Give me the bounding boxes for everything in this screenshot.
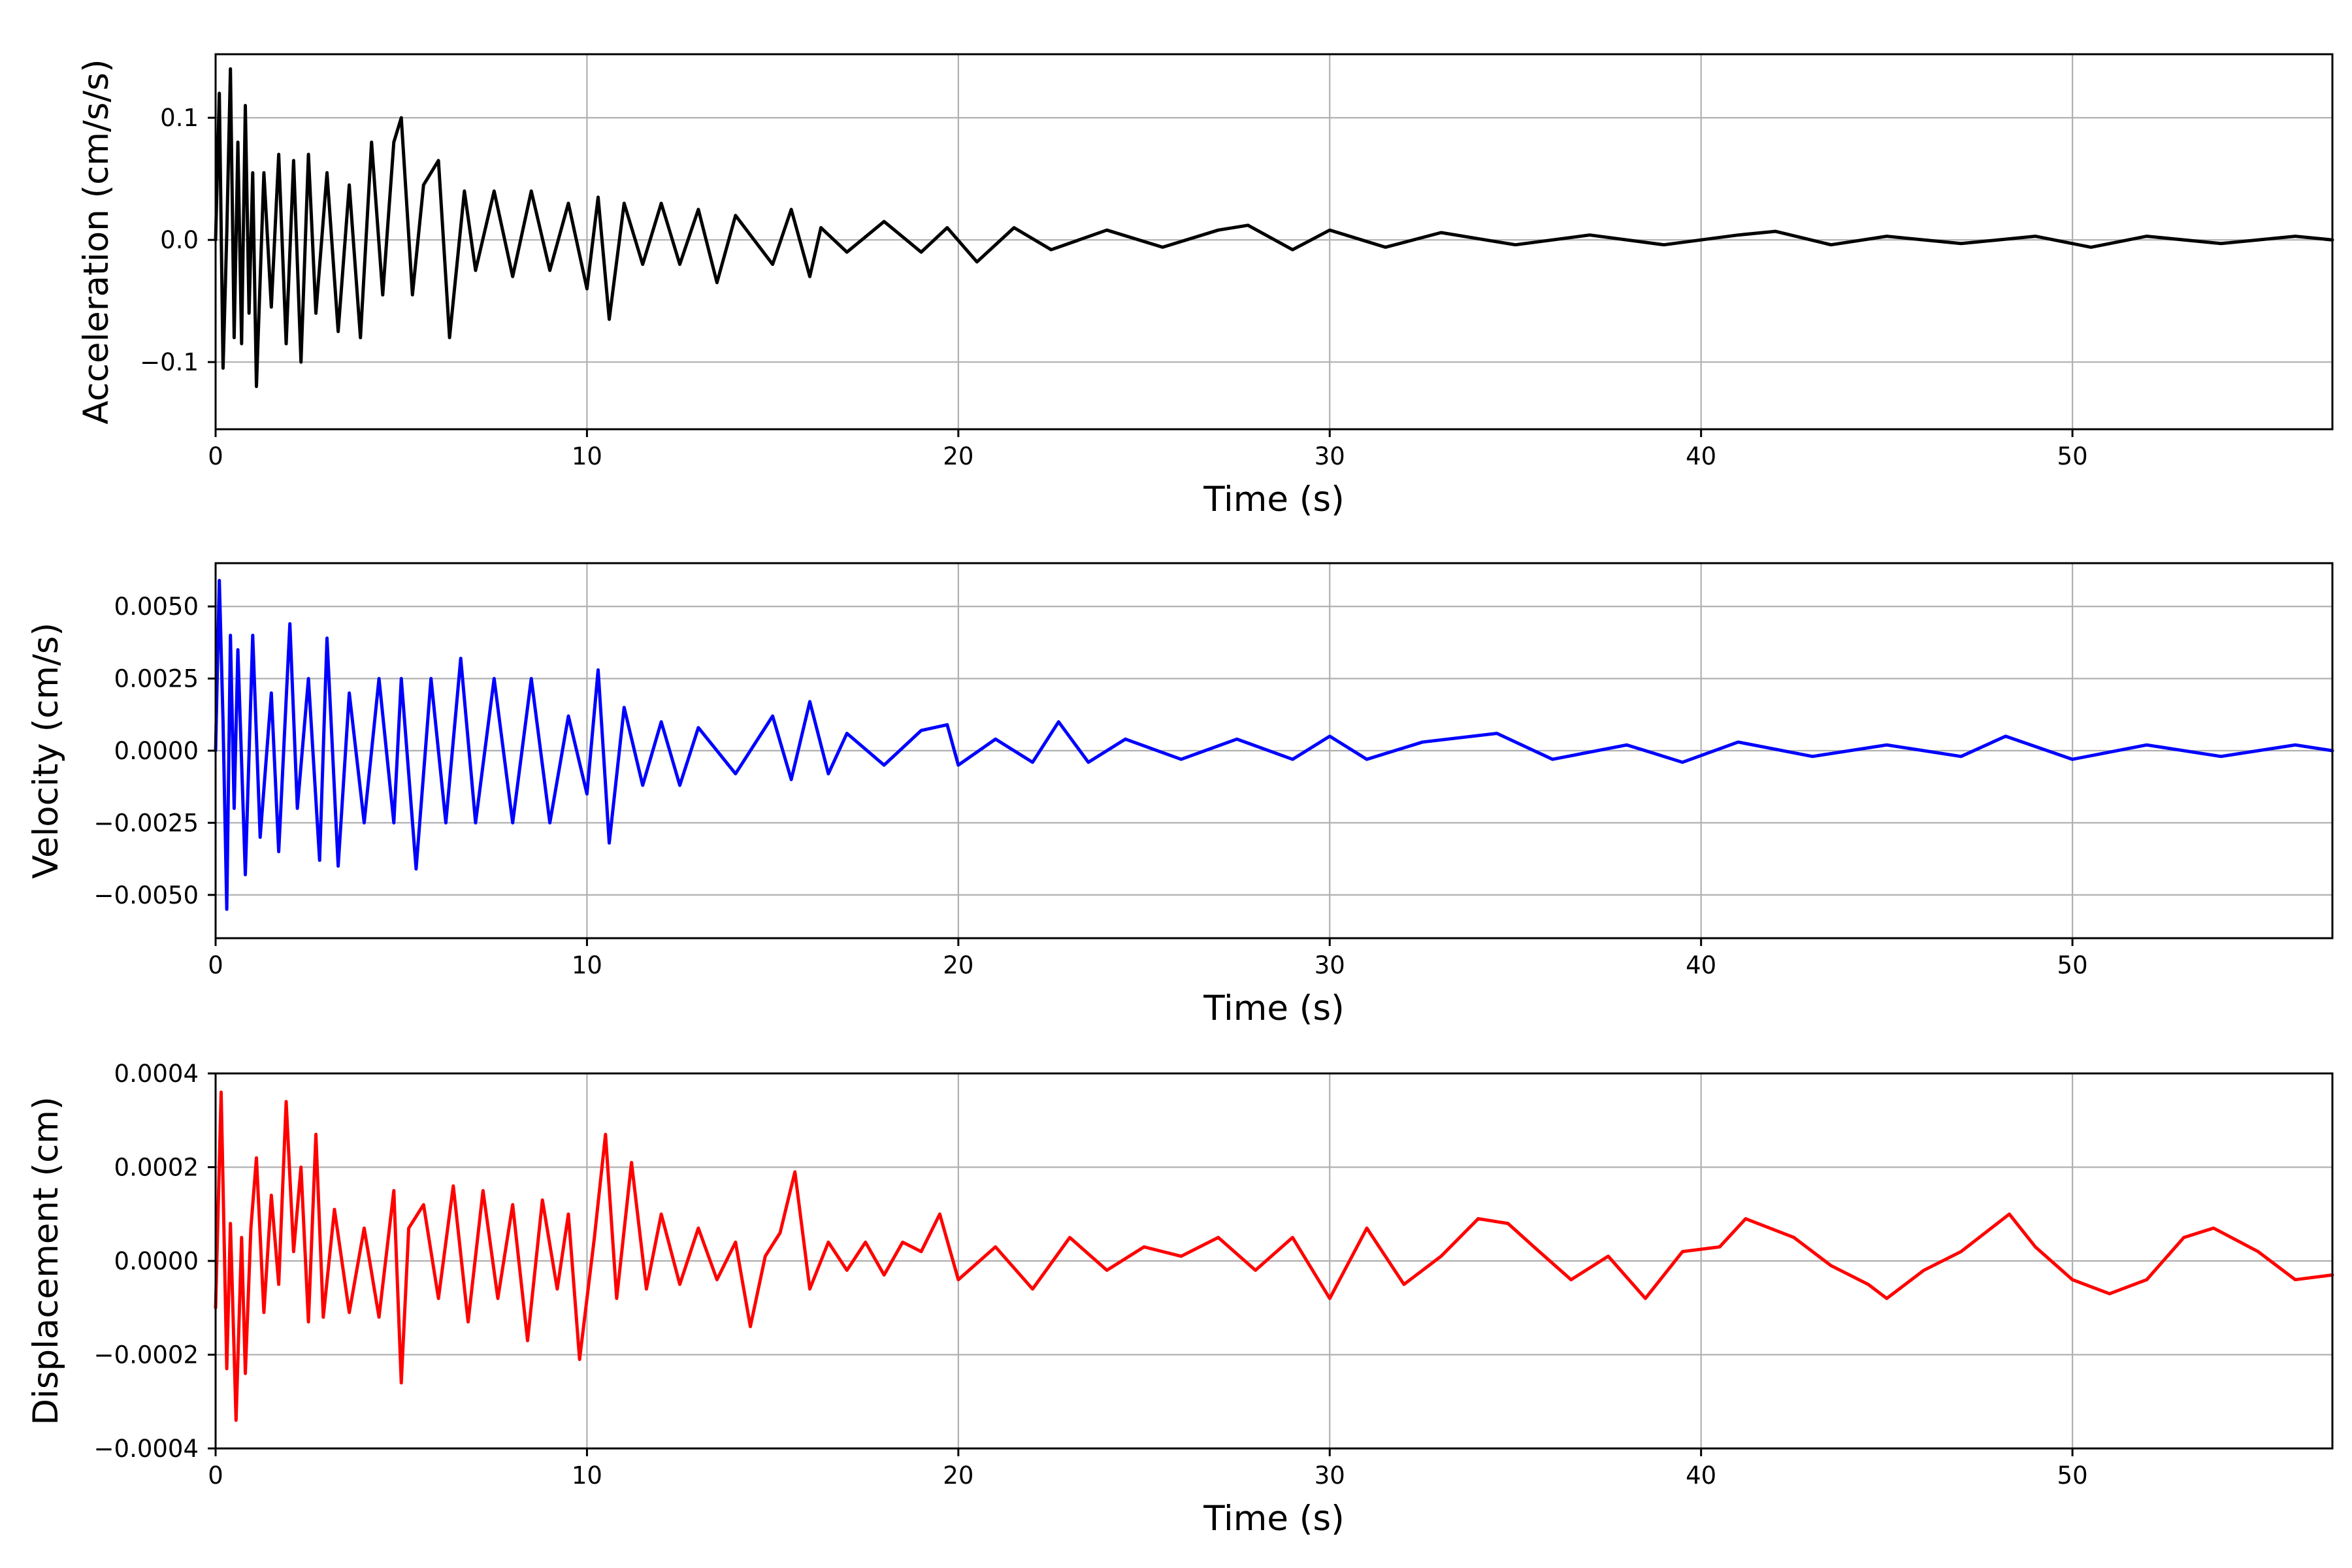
acceleration-y-axis-label: Acceleration (cm/s/s) <box>76 59 116 424</box>
velocity-x-ticks: 0 10 20 30 40 50 <box>208 938 2088 979</box>
acceleration-y-tick-label: 0.1 <box>160 104 199 132</box>
velocity-y-tick-label: 0.0025 <box>114 665 199 693</box>
velocity-y-tick-label: 0.0000 <box>114 737 199 765</box>
displacement-x-tick-label: 20 <box>943 1462 973 1490</box>
displacement-y-tick-label: 0.0004 <box>114 1060 199 1088</box>
displacement-series <box>214 1090 2334 1422</box>
displacement-x-ticks: 0 10 20 30 40 50 <box>208 1448 2088 1490</box>
acceleration-x-tick-label: 20 <box>943 442 973 470</box>
acceleration-x-tick-label: 50 <box>2057 442 2088 470</box>
displacement-y-tick-label: −0.0002 <box>94 1341 199 1369</box>
acceleration-panel: 0 10 20 30 40 50 −0.1 0.0 0.1 Time (s) Accelera… <box>76 53 2334 519</box>
acceleration-y-tick-label: 0.0 <box>160 226 199 254</box>
velocity-x-tick-label: 10 <box>572 951 602 979</box>
acceleration-y-ticks: −0.1 0.0 0.1 <box>140 104 216 376</box>
displacement-x-tick-label: 0 <box>208 1462 223 1490</box>
acceleration-x-tick-label: 30 <box>1315 442 1345 470</box>
velocity-x-tick-label: 50 <box>2057 951 2088 979</box>
displacement-y-tick-label: 0.0002 <box>114 1154 199 1182</box>
velocity-y-tick-label: 0.0050 <box>114 593 199 621</box>
velocity-grid <box>214 563 2332 938</box>
displacement-x-tick-label: 10 <box>572 1462 602 1490</box>
acceleration-series-line <box>214 67 2334 389</box>
displacement-x-tick-label: 50 <box>2057 1462 2088 1490</box>
displacement-y-tick-label: 0.0000 <box>114 1247 199 1275</box>
velocity-panel: 0 10 20 30 40 50 −0.0050 −0.0025 0.0000 0.0025 0.… <box>26 562 2334 1028</box>
displacement-y-ticks: −0.0004 −0.0002 0.0000 0.0002 0.0004 <box>94 1060 216 1463</box>
velocity-series <box>214 579 2334 911</box>
velocity-x-axis-label: Time (s) <box>1203 988 1345 1028</box>
acceleration-x-axis-label: Time (s) <box>1203 480 1345 519</box>
velocity-y-axis-label: Velocity (cm/s) <box>26 623 66 879</box>
displacement-y-axis-label: Displacement (cm) <box>26 1096 66 1425</box>
velocity-x-tick-label: 0 <box>208 951 223 979</box>
displacement-series-line <box>214 1090 2334 1422</box>
velocity-y-tick-label: −0.0025 <box>94 809 199 837</box>
acceleration-x-tick-label: 10 <box>572 442 602 470</box>
acceleration-y-tick-label: −0.1 <box>140 348 199 376</box>
displacement-x-axis-label: Time (s) <box>1203 1499 1345 1539</box>
velocity-x-tick-label: 40 <box>1686 951 1716 979</box>
displacement-x-tick-label: 40 <box>1686 1462 1716 1490</box>
velocity-y-ticks: −0.0050 −0.0025 0.0000 0.0025 0.0050 <box>94 593 216 909</box>
acceleration-x-ticks: 0 10 20 30 40 50 <box>208 429 2088 470</box>
velocity-x-tick-label: 20 <box>943 951 973 979</box>
velocity-x-tick-label: 30 <box>1315 951 1345 979</box>
displacement-x-tick-label: 30 <box>1315 1462 1345 1490</box>
velocity-series-line <box>214 579 2334 911</box>
acceleration-plot-frame <box>214 53 2334 431</box>
acceleration-series <box>214 67 2334 389</box>
displacement-y-tick-label: −0.0004 <box>94 1435 199 1463</box>
velocity-y-tick-label: −0.0050 <box>94 881 199 909</box>
acceleration-x-tick-label: 0 <box>208 442 223 470</box>
displacement-panel: 0 10 20 30 40 50 −0.0004 −0.0002 0.0000 0.0002 0.… <box>26 1060 2334 1539</box>
acceleration-x-tick-label: 40 <box>1686 442 1716 470</box>
